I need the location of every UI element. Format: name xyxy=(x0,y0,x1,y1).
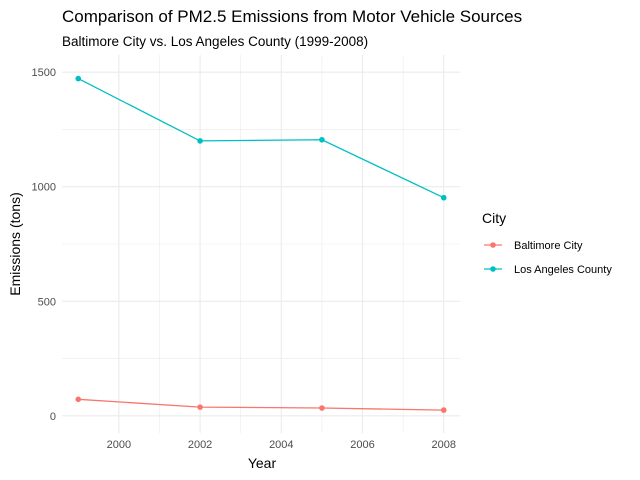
legend-items: Baltimore City Los Angeles County xyxy=(484,240,612,276)
data-point-los-angeles-county xyxy=(440,194,447,201)
series-line-baltimore-city xyxy=(78,398,444,411)
x-tick-label: 2004 xyxy=(269,439,293,451)
x-axis-title: Year xyxy=(248,455,277,471)
x-tick-label: 2002 xyxy=(188,439,212,451)
plot-grid xyxy=(62,55,460,433)
data-point-baltimore-city xyxy=(75,396,82,403)
data-point-los-angeles-county xyxy=(319,136,325,143)
chart-title: Comparison of PM2.5 Emissions from Motor… xyxy=(62,7,522,26)
x-tick-label: 2008 xyxy=(432,439,456,451)
y-axis-title: Emissions (tons) xyxy=(7,192,23,295)
data-point-los-angeles-county xyxy=(75,75,82,82)
data-point-baltimore-city xyxy=(319,405,325,411)
legend-label-baltimore-city: Baltimore City xyxy=(514,240,583,252)
x-tick-label: 2000 xyxy=(107,439,131,451)
x-axis-ticks: 2000 2002 2004 2006 2008 xyxy=(107,439,456,451)
data-point-baltimore-city xyxy=(197,404,203,410)
legend-key-point-baltimore-city xyxy=(490,242,496,248)
legend-title: City xyxy=(482,210,506,226)
legend-key-point-los-angeles-county xyxy=(490,266,496,272)
y-tick-label: 500 xyxy=(38,296,56,308)
data-point-baltimore-city xyxy=(440,407,447,413)
x-tick-label: 2006 xyxy=(350,439,374,451)
y-tick-label: 1500 xyxy=(32,67,56,79)
series-line-los-angeles-county xyxy=(77,78,445,199)
legend: City Baltimore City Los Angeles County xyxy=(482,210,612,276)
series-layer xyxy=(75,75,447,413)
y-tick-label: 0 xyxy=(50,411,56,423)
chart-subtitle: Baltimore City vs. Los Angeles County (1… xyxy=(62,34,368,49)
legend-label-los-angeles-county: Los Angeles County xyxy=(514,264,612,276)
data-point-los-angeles-county xyxy=(197,138,203,144)
y-tick-label: 1000 xyxy=(32,182,56,194)
y-axis-ticks: 0 500 1000 1500 xyxy=(32,67,56,423)
